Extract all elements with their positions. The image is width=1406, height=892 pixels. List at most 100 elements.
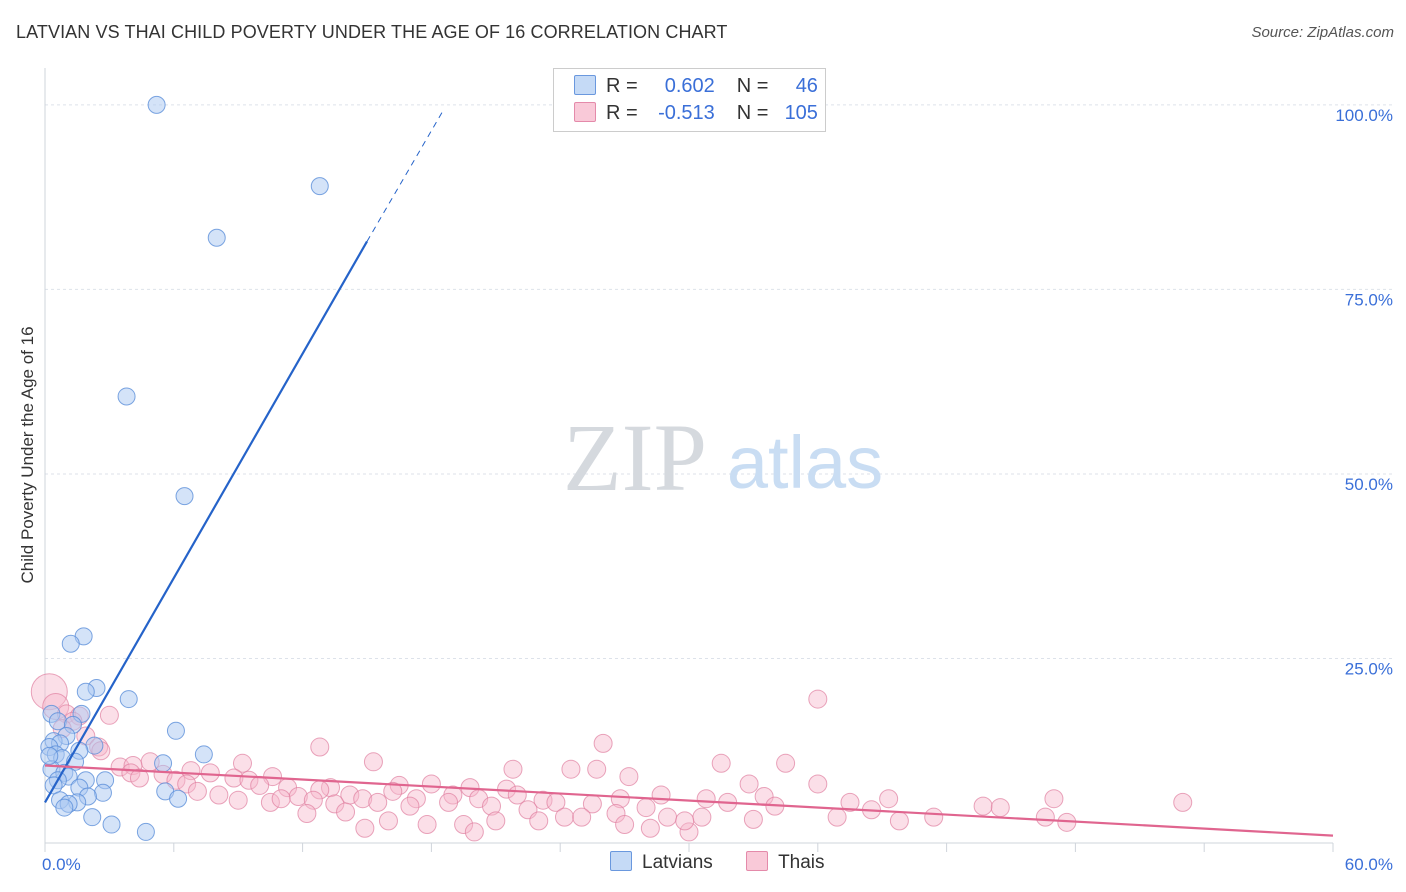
trend-lines	[44, 112, 1334, 837]
thais-point	[464, 822, 484, 842]
thais-point	[879, 789, 899, 809]
thais-point	[679, 822, 699, 842]
thais-point	[288, 787, 308, 806]
thais-point	[353, 789, 373, 809]
thais-point	[232, 753, 252, 773]
thais-point	[692, 807, 712, 827]
y-tick-label: 50.0%	[1345, 475, 1393, 494]
latvians-point	[102, 815, 121, 834]
thais-point	[454, 815, 474, 835]
legend-label: Thais	[778, 852, 825, 873]
thais-point	[177, 774, 197, 794]
chart-source: Source: ZipAtlas.com	[1251, 24, 1394, 41]
watermark: ZIP atlas	[563, 404, 883, 511]
thais-point	[561, 759, 581, 779]
r-label: R =	[606, 75, 638, 97]
thais-point	[572, 807, 592, 827]
thais-point	[808, 689, 828, 709]
thais-point	[166, 770, 186, 790]
thais-point	[711, 753, 731, 773]
thais-point	[482, 796, 502, 816]
r-value: -0.513	[658, 102, 715, 124]
stats-legend: R = 0.602 N = 46 R = -0.513 N = 105	[553, 68, 826, 132]
latvians-point	[61, 634, 80, 653]
thais-point	[619, 767, 639, 787]
y-tick-label: 75.0%	[1345, 290, 1393, 309]
latvians-point	[166, 721, 185, 740]
thais-point	[363, 752, 383, 772]
latvians-point	[85, 736, 104, 755]
latvians-point	[119, 690, 138, 709]
latvians-swatch	[610, 851, 632, 871]
thais-point	[260, 792, 280, 812]
latvians-point	[147, 95, 166, 114]
latvians-point	[136, 822, 155, 841]
legend-item-latvians[interactable]: Latvians	[610, 851, 713, 874]
thais-point	[739, 774, 759, 794]
thais-point	[400, 796, 420, 816]
thais-point	[310, 737, 330, 757]
thais-point	[250, 775, 270, 795]
legend-item-thais[interactable]: Thais	[746, 851, 825, 874]
thais-point	[1035, 807, 1055, 827]
thais-point	[1173, 792, 1193, 812]
thais-point	[99, 705, 119, 725]
grid	[45, 104, 1393, 659]
watermark-zip: ZIP	[563, 404, 707, 511]
thais-point	[636, 798, 656, 818]
thais-point	[129, 768, 149, 788]
thais-point	[651, 785, 671, 805]
latvians-point	[55, 798, 74, 817]
thais-point	[355, 818, 375, 838]
legend-label: Latvians	[642, 852, 713, 873]
thais-point	[973, 796, 993, 816]
latvians-point	[310, 177, 329, 196]
n-value: 105	[784, 102, 818, 124]
latvians-point	[169, 789, 188, 808]
thais-point	[924, 807, 944, 827]
watermark-atlas: atlas	[727, 421, 883, 504]
thais-trend-line	[44, 764, 1334, 837]
thais-point	[406, 789, 426, 809]
thais-swatch	[746, 851, 769, 871]
tick-labels: 25.0% 50.0% 75.0% 100.0% 0.0% 60.0%	[42, 106, 1393, 874]
thais-point	[675, 811, 695, 831]
thais-point	[776, 753, 796, 773]
latvians-point	[207, 228, 226, 247]
thais-point	[507, 785, 527, 805]
thais-point	[209, 785, 229, 805]
thais-point	[554, 807, 574, 827]
thais-point	[990, 798, 1010, 818]
latvians-point	[76, 682, 95, 701]
latvians-swatch	[574, 75, 596, 95]
latvians-point	[48, 712, 67, 731]
thais-point	[383, 781, 403, 801]
thais-point	[503, 759, 523, 779]
thais-point	[228, 790, 248, 810]
r-label: R =	[606, 102, 638, 124]
thais-point	[529, 811, 549, 831]
thais-point	[224, 768, 244, 788]
thais-point	[696, 789, 716, 809]
thais-point	[889, 811, 909, 831]
thais-point	[840, 792, 860, 812]
thais-point	[610, 789, 630, 809]
latvians-point	[83, 808, 102, 827]
chart-title: LATVIAN VS THAI CHILD POVERTY UNDER THE …	[16, 22, 728, 42]
latvians-point	[117, 387, 136, 406]
latvians-point	[194, 745, 213, 764]
thais-point	[200, 763, 220, 783]
thais-point	[593, 733, 613, 753]
thais-point	[297, 803, 317, 823]
latvians-point	[175, 487, 194, 506]
y-tick-label: 100.0%	[1335, 106, 1393, 125]
thais-point	[1044, 789, 1064, 809]
thais-point	[743, 809, 763, 829]
legend-row-latvians: R = 0.602 N = 46	[574, 75, 818, 99]
thais-point	[808, 774, 828, 794]
thais-point	[187, 781, 207, 801]
n-label: N =	[736, 75, 769, 97]
thais-point	[378, 811, 398, 831]
thais-point	[421, 774, 441, 794]
